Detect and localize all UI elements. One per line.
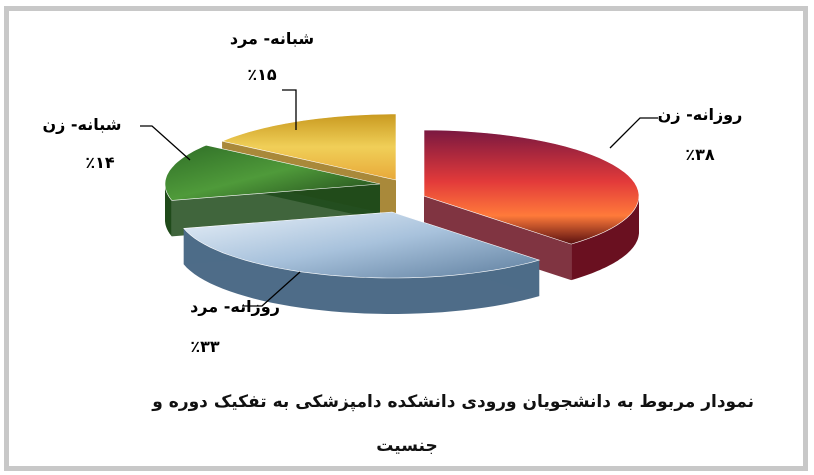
slice-value-label: ٪۱۵ xyxy=(247,65,277,84)
slice-label: شبانه- مرد xyxy=(230,29,314,48)
slice-label: روزانه- مرد xyxy=(190,297,280,316)
leader-line xyxy=(610,118,658,148)
slice-label: شبانه- زن xyxy=(42,115,121,134)
slice-value-label: ٪۳۸ xyxy=(685,145,715,164)
slice-value-label: ٪۳۳ xyxy=(190,337,220,356)
slice-value-label: ٪۱۴ xyxy=(85,153,115,172)
chart-caption-line-2: جنسیت xyxy=(0,436,814,456)
chart-caption-line-1: نمودار مربوط به دانشجویان ورودی دانشکده … xyxy=(64,392,754,412)
pie-slices xyxy=(165,114,639,314)
slice-label: روزانه- زن xyxy=(658,105,743,124)
leader-line xyxy=(140,126,190,160)
